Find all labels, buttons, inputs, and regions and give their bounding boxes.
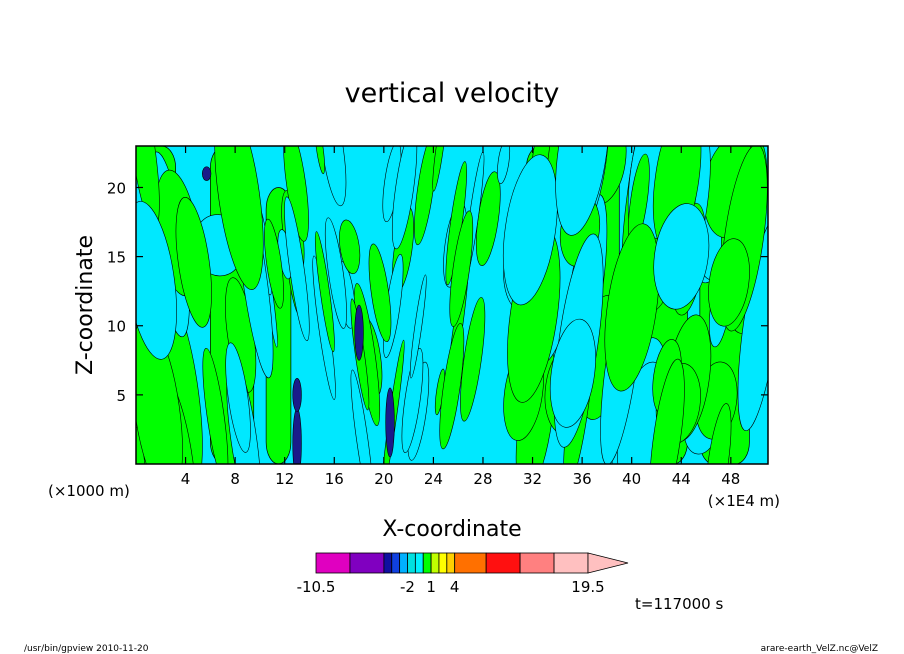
x-tick-label: 28 (473, 470, 492, 488)
contour-cell (324, 217, 347, 329)
colorbar-tick-label: 4 (450, 578, 460, 596)
x-tick-label: 40 (622, 470, 641, 488)
contour-cell (314, 231, 335, 353)
y-axis-label: Z-coordinate (73, 235, 98, 375)
colorbar-swatch (407, 552, 416, 574)
contour-cell (737, 218, 768, 432)
downdraft-core (201, 166, 212, 181)
downdraft-core (354, 304, 364, 361)
colorbar-arrow (587, 552, 629, 574)
downdraft-core (292, 408, 302, 464)
contour-cell (368, 243, 392, 343)
contour-cell (708, 238, 750, 327)
contour-cell (202, 347, 229, 464)
colorbar-tick-label: 1 (426, 578, 436, 596)
x-tick-label: 24 (424, 470, 443, 488)
contour-cell (284, 196, 310, 341)
contour-cell (214, 146, 264, 290)
contour-cell (409, 274, 427, 379)
contour-cell (136, 201, 177, 360)
colorbar-tick-label: -2 (400, 578, 415, 596)
contour-cell (604, 223, 660, 392)
chart-title: vertical velocity (345, 78, 560, 109)
contour-cell (449, 210, 474, 327)
colorbar-swatch (399, 552, 408, 574)
contour-cell (283, 146, 309, 242)
contour-cell (391, 146, 418, 250)
contour-cell (653, 203, 710, 310)
contour-cell (401, 348, 424, 454)
colorbar-swatch (430, 552, 440, 574)
y-tick-label: 10 (107, 318, 126, 336)
y-tick-label: 5 (116, 387, 126, 405)
contour-cell (497, 146, 511, 184)
x-unit-label: (×1000 m) (48, 482, 130, 500)
colorbar-tick-label: -10.5 (297, 578, 336, 596)
y-unit-label: (×1E4 m) (708, 492, 780, 510)
contour-cell (439, 323, 465, 450)
colorbar-swatch (414, 552, 424, 574)
colorbar-swatch (485, 552, 521, 574)
colorbar-swatch (454, 552, 487, 574)
contour-cell (649, 358, 685, 464)
footer-left: /usr/bin/gpview 2010-11-20 (24, 644, 149, 654)
colorbar-swatch (438, 552, 448, 574)
colorbar-swatch (553, 552, 589, 574)
plot-frame (135, 145, 769, 465)
x-tick-label: 4 (181, 470, 191, 488)
colorbar-swatch (383, 552, 393, 574)
plot-area (135, 145, 769, 465)
footer-right: arare-earth_VelZ.nc@VelZ (761, 644, 878, 654)
x-tick-label: 36 (573, 470, 592, 488)
x-tick-label: 8 (230, 470, 240, 488)
colorbar-tick-label: 19.5 (571, 578, 604, 596)
x-tick-label: 16 (325, 470, 344, 488)
contour-cell (432, 146, 448, 192)
x-axis: 4 8 12 16 20 24 28 32 36 40 44 48 (181, 146, 740, 488)
contour-cell (225, 342, 251, 453)
x-tick-label: 12 (275, 470, 294, 488)
x-axis-label: X-coordinate (382, 517, 521, 542)
x-tick-label: 20 (374, 470, 393, 488)
x-tick-label: 32 (523, 470, 542, 488)
x-tick-label: 48 (721, 470, 740, 488)
colorbar-swatch (315, 552, 351, 574)
contour-cell (549, 318, 596, 428)
colorbar-swatch (391, 552, 401, 574)
colorbar: -10.5 -2 1 4 19.5 (297, 552, 629, 596)
downdraft-core (385, 387, 395, 458)
y-tick-label: 20 (107, 179, 126, 197)
contour-cell (314, 146, 325, 175)
y-axis: 5 10 15 20 (107, 179, 768, 405)
colorbar-swatch (519, 552, 555, 574)
colorbar-swatch (349, 552, 385, 574)
colorbar-swatch (422, 552, 432, 574)
y-tick-label: 15 (107, 249, 126, 267)
contour-cell (339, 219, 361, 275)
contour-field (136, 146, 768, 464)
contour-cell (460, 297, 486, 422)
x-tick-label: 44 (672, 470, 691, 488)
contour-cell (503, 154, 558, 306)
downdraft-core (292, 377, 302, 412)
colorbar-swatch (446, 552, 456, 574)
contour-cell (264, 218, 284, 309)
contour-cell (175, 197, 212, 328)
contour-cell (350, 369, 374, 464)
time-label: t=117000 s (635, 595, 723, 613)
